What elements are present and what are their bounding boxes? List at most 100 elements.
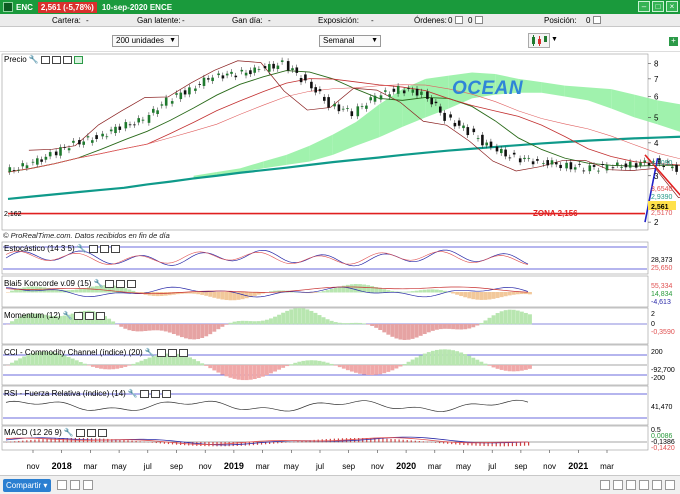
wrench-icon[interactable]: 🔧 [62,311,73,320]
macd-histogram-bar [163,442,166,444]
window-icon[interactable] [116,279,126,288]
x-tick-label: mar [256,462,270,471]
chevron-down-icon[interactable]: ▼ [551,36,558,43]
ocean-annotation: OCEAN [452,78,524,99]
scroll-left-icon[interactable] [639,480,649,490]
window-icon[interactable] [40,55,50,64]
blai5-bar [273,290,277,293]
cci-bar [337,365,342,368]
cci-bar [285,365,290,367]
ordenes-box-1[interactable] [455,16,463,24]
blai5-value-label: 55,334 [651,283,673,290]
settings-icon[interactable] [57,480,67,490]
macd-histogram-bar [42,439,44,443]
share-button[interactable]: Compartir ▾ [3,479,51,492]
x-tick-label: may [284,462,299,471]
minimize-icon[interactable]: – [638,1,650,12]
window-icon[interactable] [105,279,115,288]
window-icon[interactable] [99,244,109,253]
window-icon[interactable] [74,311,84,320]
price-label: 2,561 [651,204,669,211]
blai5-bar [410,291,415,293]
momentum-bar [208,324,213,335]
wrench-icon[interactable]: 🔧 [127,389,138,398]
trendline-descending [644,157,659,223]
cci-bar [167,353,172,366]
candle-body [453,122,457,127]
blai5-bar [329,289,334,293]
window-icon[interactable] [85,311,95,320]
window-icon[interactable] [88,244,98,253]
wrench-icon[interactable]: 🔧 [63,428,74,437]
cci-bar [447,349,451,366]
momentum-bar [354,322,358,325]
close-icon[interactable]: × [666,1,678,12]
macd-histogram-bar [374,438,376,443]
macd-histogram-bar [293,441,295,443]
window-icon[interactable] [110,244,120,253]
maximize-icon[interactable]: □ [652,1,664,12]
drawing-icon[interactable] [83,480,93,490]
fit-icon[interactable] [665,480,675,490]
window-icon[interactable] [139,389,149,398]
scroll-right-icon[interactable] [652,480,662,490]
layout-icon[interactable] [70,480,80,490]
candle-body [268,64,271,72]
units-select[interactable]: 200 unidades ▼ [112,35,179,47]
wrench-icon[interactable]: 🔧 [76,244,87,253]
window-icon[interactable] [97,428,107,437]
momentum-bar [34,313,39,325]
cci-bar [519,365,524,371]
macd-histogram-bar [507,442,509,447]
cci-bar [119,365,124,368]
window-icon[interactable] [127,279,137,288]
cci-bar [374,365,379,375]
cci-bar [297,361,302,366]
momentum-bar [337,322,342,325]
momentum-bar [289,309,294,325]
cci-bar [321,361,326,366]
window-icon[interactable] [150,389,160,398]
period-select[interactable]: Semanal ▼ [319,35,381,47]
macd-histogram-bar [171,442,174,445]
candle-body [8,167,12,173]
candle-body [40,159,43,162]
candle-body [531,161,535,165]
chart-type-button[interactable] [528,33,550,48]
momentum-bar [216,324,221,330]
wrench-icon[interactable]: 🔧 [28,55,39,64]
window-icon[interactable] [178,348,188,357]
window-icon[interactable] [96,311,106,320]
cci-bar [30,353,35,366]
momentum-bar [22,314,27,325]
window-icon[interactable] [51,55,61,64]
cci-bar [264,365,269,376]
window-icon[interactable] [167,348,177,357]
blai5-bar [422,289,427,293]
candle-body [333,103,336,107]
zoom-out-icon[interactable] [626,480,636,490]
add-panel-icon[interactable]: + [669,37,678,46]
add-indicator-icon[interactable] [73,55,83,64]
candle-body [299,77,303,83]
zona-annotation: ZONA 2,156 [533,209,578,218]
candle-body [54,151,58,156]
blai5-bar [455,292,460,295]
wrench-icon[interactable]: 🔧 [144,348,155,357]
window-icon[interactable] [156,348,166,357]
ordenes-box-2[interactable] [475,16,483,24]
window-icon[interactable] [86,428,96,437]
window-icon[interactable] [75,428,85,437]
wrench-icon[interactable]: 🔧 [93,279,104,288]
momentum-bar [467,324,472,329]
candle-body [188,87,191,95]
stoch-value-label: 28,373 [651,257,673,264]
momentum-bar [135,324,140,332]
window-icon[interactable] [161,389,171,398]
posicion-box[interactable] [593,16,601,24]
candle-body [569,162,573,170]
window-icon[interactable] [62,55,72,64]
zoom-icon[interactable] [600,480,610,490]
zoom-in-icon[interactable] [613,480,623,490]
